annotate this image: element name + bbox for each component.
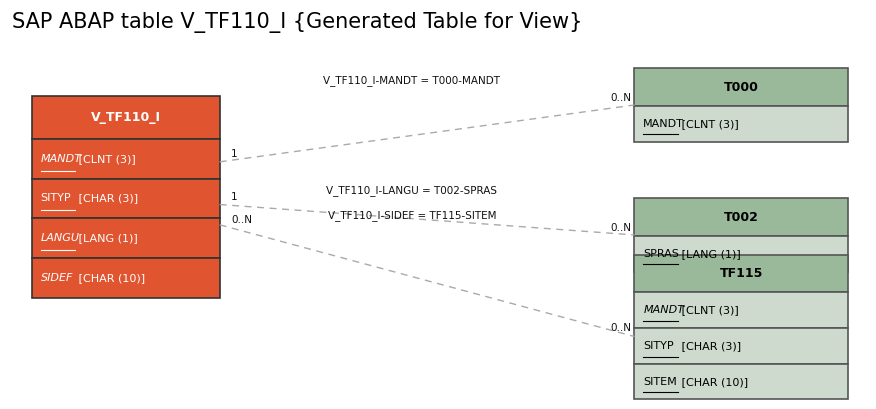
Bar bbox=[634, 364, 849, 400]
Bar bbox=[634, 236, 849, 272]
Text: 0..N: 0..N bbox=[610, 324, 631, 333]
Bar bbox=[634, 255, 849, 292]
Text: [CLNT (3)]: [CLNT (3)] bbox=[678, 119, 738, 129]
Text: V_TF110_I-LANGU = T002-SPRAS: V_TF110_I-LANGU = T002-SPRAS bbox=[326, 185, 498, 196]
Text: MANDT: MANDT bbox=[643, 305, 684, 315]
Text: T000: T000 bbox=[724, 81, 759, 94]
Bar bbox=[32, 139, 220, 178]
Bar bbox=[634, 198, 849, 236]
Text: [CHAR (10)]: [CHAR (10)] bbox=[678, 377, 748, 387]
Bar bbox=[32, 218, 220, 258]
Bar bbox=[634, 292, 849, 328]
Text: SITYP: SITYP bbox=[40, 193, 71, 203]
Text: V_TF110_I: V_TF110_I bbox=[91, 111, 161, 124]
Text: T002: T002 bbox=[724, 211, 759, 224]
Text: [CHAR (3)]: [CHAR (3)] bbox=[678, 341, 741, 351]
Text: [LANG (1)]: [LANG (1)] bbox=[75, 233, 138, 243]
Text: [LANG (1)]: [LANG (1)] bbox=[678, 249, 740, 258]
Text: SAP ABAP table V_TF110_I {Generated Table for View}: SAP ABAP table V_TF110_I {Generated Tabl… bbox=[12, 11, 583, 33]
Bar bbox=[32, 258, 220, 298]
Bar bbox=[634, 68, 849, 106]
Text: MANDT: MANDT bbox=[40, 154, 81, 164]
Text: LANGU: LANGU bbox=[40, 233, 80, 243]
Text: SPRAS: SPRAS bbox=[643, 249, 679, 258]
Text: 1: 1 bbox=[231, 149, 237, 159]
Text: 1: 1 bbox=[231, 192, 237, 202]
Text: SITEM: SITEM bbox=[643, 377, 677, 387]
Bar bbox=[32, 96, 220, 139]
Bar bbox=[634, 106, 849, 142]
Text: [CLNT (3)]: [CLNT (3)] bbox=[678, 305, 738, 315]
Text: 0..N: 0..N bbox=[610, 93, 631, 103]
Bar bbox=[32, 178, 220, 218]
Text: V_TF110_I-SIDEF = TF115-SITEM: V_TF110_I-SIDEF = TF115-SITEM bbox=[328, 210, 496, 221]
Text: TF115: TF115 bbox=[720, 267, 763, 280]
Text: [CLNT (3)]: [CLNT (3)] bbox=[75, 154, 136, 164]
Text: [CHAR (3)]: [CHAR (3)] bbox=[75, 193, 138, 203]
Bar bbox=[634, 328, 849, 364]
Text: V_TF110_I-MANDT = T000-MANDT: V_TF110_I-MANDT = T000-MANDT bbox=[323, 75, 500, 86]
Text: 0..N: 0..N bbox=[231, 215, 252, 225]
Text: 0..N: 0..N bbox=[610, 222, 631, 233]
Text: SITYP: SITYP bbox=[643, 341, 674, 351]
Text: MANDT: MANDT bbox=[643, 119, 684, 129]
Text: [CHAR (10)]: [CHAR (10)] bbox=[75, 273, 145, 283]
Text: SIDEF: SIDEF bbox=[40, 273, 73, 283]
